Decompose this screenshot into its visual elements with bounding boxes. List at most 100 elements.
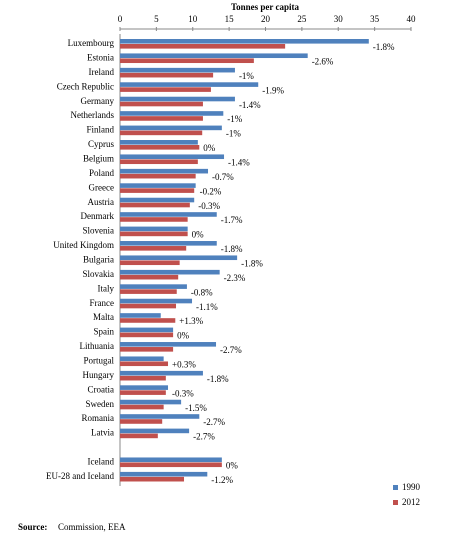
y-tick-label: Cyprus	[88, 139, 115, 149]
annotation: -0.3%	[172, 388, 194, 398]
y-tick-label: Bulgaria	[83, 255, 114, 265]
annotation: -1.4%	[228, 158, 250, 168]
bar	[120, 39, 369, 44]
bar	[120, 241, 217, 246]
y-tick-label: EU-28 and Iceland	[46, 471, 114, 481]
x-tick-label: 25	[297, 14, 307, 24]
bar	[120, 318, 176, 323]
y-tick-label: Italy	[98, 283, 115, 293]
annotation: -0.7%	[212, 172, 234, 182]
annotation: -1%	[226, 129, 241, 139]
legend-swatch	[393, 485, 398, 490]
bar	[120, 173, 196, 179]
y-tick-label: Spain	[93, 327, 114, 337]
bar	[120, 375, 166, 381]
bar	[120, 298, 193, 304]
annotation: -2.7%	[193, 432, 215, 442]
bar	[120, 404, 164, 410]
annotation: -2.7%	[220, 345, 242, 355]
annotation: -1.8%	[373, 42, 395, 52]
bar	[120, 72, 214, 78]
annotation: -1%	[239, 71, 254, 81]
y-tick-label: Slovenia	[83, 226, 115, 236]
bar	[120, 303, 177, 309]
y-tick-label: Greece	[89, 182, 114, 192]
bar	[120, 399, 182, 405]
annotation: -1.8%	[241, 259, 263, 269]
y-tick-label: Ireland	[89, 67, 115, 77]
annotation: -1.1%	[196, 302, 218, 312]
bar	[120, 269, 220, 275]
bar	[120, 53, 308, 59]
y-tick-label: Iceland	[88, 457, 115, 467]
y-tick-label: Belgium	[83, 154, 114, 164]
bar	[120, 96, 235, 102]
bar	[120, 284, 187, 289]
annotation: -1.2%	[211, 475, 233, 485]
annotation: -2.7%	[203, 417, 225, 427]
y-tick-label: United Kingdom	[53, 240, 114, 250]
y-tick-label: Portugal	[84, 356, 115, 366]
bar	[120, 260, 180, 266]
bar	[120, 87, 211, 92]
bar	[120, 428, 190, 434]
annotation: +0.3%	[172, 360, 196, 370]
bar	[120, 44, 286, 49]
bar	[120, 58, 254, 64]
bar	[120, 370, 203, 376]
bar	[120, 67, 235, 73]
y-tick-label: Sweden	[86, 399, 115, 409]
x-tick-label: 15	[225, 14, 235, 24]
bar	[120, 414, 200, 419]
bar	[120, 342, 217, 347]
x-tick-label: 5	[154, 14, 159, 24]
y-tick-label: Poland	[89, 168, 115, 178]
bar	[120, 217, 188, 222]
annotation: -1.8%	[221, 244, 243, 254]
annotation: -1%	[227, 114, 242, 124]
bar	[120, 289, 177, 294]
bar	[120, 226, 188, 232]
annotation: +1.3%	[179, 316, 203, 326]
source: Commission, EEA	[58, 522, 126, 532]
bar	[120, 274, 179, 280]
bar	[120, 212, 217, 217]
y-tick-label: Netherlands	[71, 110, 115, 120]
bar	[120, 332, 174, 338]
bar	[120, 154, 225, 160]
bar	[120, 159, 198, 165]
bar	[120, 183, 196, 188]
bar	[120, 111, 224, 116]
y-tick-label: Croatia	[88, 384, 115, 394]
bar	[120, 130, 203, 136]
annotation: -1.7%	[221, 215, 243, 225]
y-tick-label: Hungary	[83, 370, 115, 380]
chart-title: Tonnes per capita	[231, 2, 300, 12]
bar	[120, 471, 208, 477]
bar	[120, 125, 222, 131]
annotation: -0.2%	[200, 186, 222, 196]
y-tick-label: Denmark	[81, 211, 115, 221]
annotation: 0%	[203, 143, 216, 153]
annotation: -2.6%	[312, 56, 334, 66]
bar	[120, 145, 200, 150]
y-tick-label: Malta	[93, 312, 114, 322]
bar	[120, 327, 174, 333]
bar	[120, 255, 238, 261]
annotation: -0.3%	[198, 201, 220, 211]
annotation: -1.9%	[262, 85, 284, 95]
x-tick-label: 0	[118, 14, 123, 24]
bar	[120, 231, 188, 237]
annotation: -1.8%	[207, 374, 229, 384]
source-label: Source:	[18, 522, 47, 532]
bar	[120, 140, 198, 145]
y-tick-label: France	[90, 298, 115, 308]
x-tick-label: 30	[334, 14, 344, 24]
annotation: -0.8%	[191, 287, 213, 297]
bar	[120, 462, 222, 468]
y-tick-label: Romania	[82, 413, 115, 423]
y-tick-label: Slovakia	[83, 269, 115, 279]
legend-swatch	[393, 500, 398, 505]
bar	[120, 419, 163, 424]
